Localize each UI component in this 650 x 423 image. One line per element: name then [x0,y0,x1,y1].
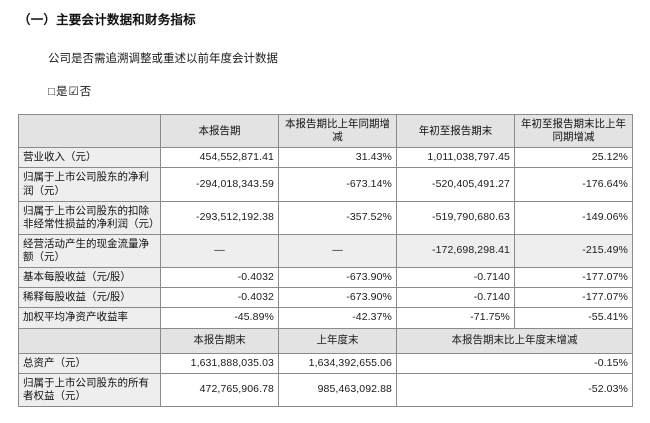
table-subheader-row: 本报告期末 上年度末 本报告期末比上年度末增减 [18,327,633,354]
table-row: 加权平均净资产收益率 -45.89% -42.37% -71.75% -55.4… [18,307,633,329]
cell-value: -357.52% [278,200,397,235]
cell-value: 31.43% [278,147,397,169]
paragraph-yes-no-checkbox: □是☑否 [48,86,93,98]
cell-value: — [160,233,279,269]
cell-value: -294,018,343.59 [160,167,279,202]
cell-value: -0.4032 [160,267,279,289]
cell-value: -177.07% [514,267,633,289]
cell-value: -71.75% [396,307,515,329]
cell-value: -52.03% [396,372,633,407]
paragraph-retrospective-adjustment: 公司是否需追溯调整或重述以前年度会计数据 [48,53,278,65]
cell-value: -520,405,491.27 [396,167,515,202]
header-cell-blank [18,113,161,149]
subheader-cell-change: 本报告期末比上年度末增减 [396,327,633,354]
header-cell-ytd-yoy-change: 年初至报告期末比上年同期增减 [514,113,633,149]
document-page: （一）主要会计数据和财务指标 公司是否需追溯调整或重述以前年度会计数据 □是☑否… [0,9,650,423]
table-row: 总资产（元） 1,631,888,035.03 1,634,392,655.06… [18,352,633,374]
cell-value: -45.89% [160,307,279,329]
cell-value: 1,634,392,655.06 [278,352,397,374]
header-cell-yoy-change: 本报告期比上年同期增减 [278,113,397,149]
cell-value: -42.37% [278,307,397,329]
table-header-row: 本报告期 本报告期比上年同期增减 年初至报告期末 年初至报告期末比上年同期增减 [18,113,633,149]
row-label: 经营活动产生的现金流量净额（元） [18,233,161,269]
header-cell-current-period: 本报告期 [160,113,279,149]
subheader-cell-blank [18,327,161,354]
cell-value: -0.7140 [396,287,515,309]
table-row: 营业收入（元） 454,552,871.41 31.43% 1,011,038,… [18,147,633,169]
cell-value: -215.49% [514,233,633,269]
row-label: 加权平均净资产收益率 [18,307,161,329]
cell-value: -0.15% [396,352,633,374]
cell-value: -149.06% [514,200,633,235]
table-row: 归属于上市公司股东的所有者权益（元） 472,765,906.78 985,46… [18,372,633,407]
table-row: 稀释每股收益（元/股） -0.4032 -673.90% -0.7140 -17… [18,287,633,309]
cell-value: -177.07% [514,287,633,309]
cell-value: -673.90% [278,267,397,289]
cell-value: -519,790,680.63 [396,200,515,235]
table-row: 归属于上市公司股东的净利润（元） -294,018,343.59 -673.14… [18,167,633,202]
cell-value: 1,011,038,797.45 [396,147,515,169]
subheader-cell-prior-year-end: 上年度末 [278,327,397,354]
row-label: 基本每股收益（元/股） [18,267,161,289]
cell-value: 1,631,888,035.03 [160,352,279,374]
cell-value: -176.64% [514,167,633,202]
cell-value: 985,463,092.88 [278,372,397,407]
table-row: 归属于上市公司股东的扣除非经常性损益的净利润（元） -293,512,192.3… [18,200,633,235]
subheader-cell-period-end: 本报告期末 [160,327,279,354]
cell-value: -0.7140 [396,267,515,289]
table-row: 基本每股收益（元/股） -0.4032 -673.90% -0.7140 -17… [18,267,633,289]
financial-data-table: 本报告期 本报告期比上年同期增减 年初至报告期末 年初至报告期末比上年同期增减 … [18,113,633,407]
cell-value: — [278,233,397,269]
row-label: 归属于上市公司股东的扣除非经常性损益的净利润（元） [18,200,161,235]
row-label: 归属于上市公司股东的所有者权益（元） [18,372,161,407]
cell-value: -293,512,192.38 [160,200,279,235]
cell-value: -55.41% [514,307,633,329]
header-cell-ytd: 年初至报告期末 [396,113,515,149]
table-row: 经营活动产生的现金流量净额（元） — — -172,698,298.41 -21… [18,233,633,269]
row-label: 稀释每股收益（元/股） [18,287,161,309]
cell-value: 454,552,871.41 [160,147,279,169]
row-label: 总资产（元） [18,352,161,374]
row-label: 营业收入（元） [18,147,161,169]
cell-value: 25.12% [514,147,633,169]
cell-value: -0.4032 [160,287,279,309]
cell-value: 472,765,906.78 [160,372,279,407]
row-label: 归属于上市公司股东的净利润（元） [18,167,161,202]
cell-value: -673.90% [278,287,397,309]
page-title: （一）主要会计数据和财务指标 [18,13,196,27]
cell-value: -172,698,298.41 [396,233,515,269]
cell-value: -673.14% [278,167,397,202]
